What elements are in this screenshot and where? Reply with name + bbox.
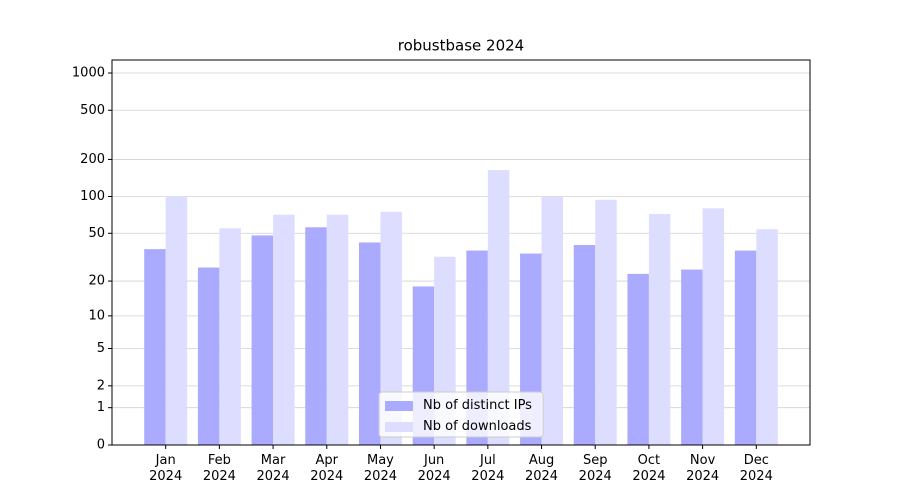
bar	[380, 211, 402, 445]
plot-frame	[111, 59, 811, 446]
bar	[251, 235, 274, 445]
x-tick-label: Oct 2024	[632, 453, 666, 484]
bar	[358, 242, 381, 445]
bar	[273, 214, 295, 445]
legend-swatch	[385, 401, 413, 411]
chart-title: robustbase 2024	[398, 37, 524, 55]
bar	[326, 214, 349, 445]
y-tick-label: 2	[97, 378, 105, 393]
y-tick-label: 1000	[72, 65, 105, 80]
x-tick-label: Nov 2024	[686, 453, 720, 484]
legend-box	[378, 391, 544, 438]
bar	[595, 199, 617, 445]
y-tick-label: 500	[80, 103, 105, 118]
x-tick-label: Aug 2024	[524, 453, 559, 484]
bar	[734, 250, 757, 445]
y-tick-label: 5	[97, 341, 105, 356]
x-tick-label: Apr 2024	[310, 453, 344, 484]
legend-label: Nb of downloads	[423, 419, 532, 434]
x-tick-label: Feb 2024	[202, 453, 236, 484]
bar	[144, 249, 166, 445]
y-tick-label: 20	[88, 274, 105, 289]
bar	[573, 245, 596, 445]
y-tick-label: 0	[97, 438, 105, 453]
x-tick-label: Mar 2024	[256, 453, 290, 484]
bar	[165, 195, 188, 445]
x-tick-label: May 2024	[363, 453, 397, 484]
x-tick-label: Jun 2024	[417, 453, 451, 484]
bar	[219, 228, 241, 445]
bar	[702, 208, 725, 445]
legend-swatch	[385, 422, 413, 432]
y-tick-label: 200	[80, 152, 105, 167]
bar	[197, 267, 220, 445]
x-tick-label: Jul 2024	[471, 453, 505, 484]
x-tick-label: Jan 2024	[149, 453, 183, 484]
y-tick-label: 100	[80, 189, 105, 204]
x-tick-label: Dec 2024	[739, 453, 773, 484]
bar	[681, 269, 703, 445]
x-tick-label: Sep 2024	[578, 453, 612, 484]
bar	[487, 170, 510, 445]
y-tick-label: 10	[88, 308, 105, 323]
y-tick-label: 1	[97, 400, 105, 415]
bar	[627, 273, 649, 445]
bar	[305, 227, 327, 445]
y-tick-label: 50	[88, 226, 105, 241]
bar	[541, 196, 564, 445]
bar	[648, 213, 671, 445]
bar	[756, 229, 778, 445]
legend-label: Nb of distinct IPs	[423, 398, 532, 413]
